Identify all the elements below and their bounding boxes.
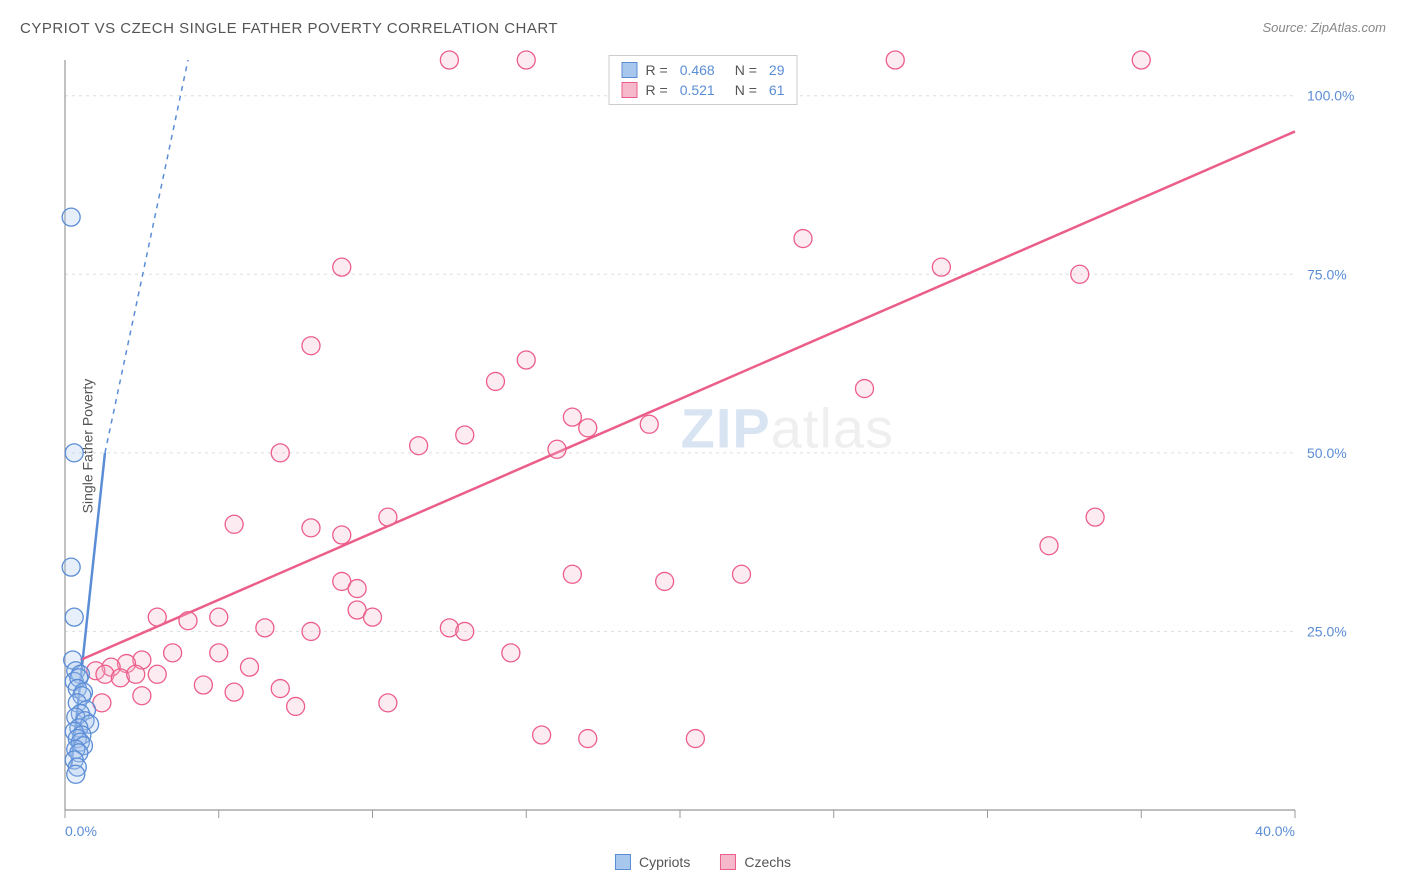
- cypriots-n-value: 29: [769, 62, 785, 78]
- series-legend: Cypriots Czechs: [615, 854, 791, 870]
- svg-text:75.0%: 75.0%: [1307, 266, 1347, 282]
- correlation-legend: R = 0.468 N = 29 R = 0.521 N = 61: [609, 55, 798, 105]
- svg-text:40.0%: 40.0%: [1255, 823, 1295, 839]
- legend-item-cypriots: Cypriots: [615, 854, 690, 870]
- svg-text:0.0%: 0.0%: [65, 823, 97, 839]
- czechs-r-value: 0.521: [680, 82, 715, 98]
- legend-row-cypriots: R = 0.468 N = 29: [610, 60, 797, 80]
- chart-area: 25.0% 50.0% 75.0% 100.0% 0.0% 40.0%: [55, 50, 1366, 852]
- czechs-n-value: 61: [769, 82, 785, 98]
- czechs-swatch-icon: [720, 854, 736, 870]
- cypriots-swatch-icon: [615, 854, 631, 870]
- legend-item-czechs: Czechs: [720, 854, 791, 870]
- czechs-swatch-icon: [622, 82, 638, 98]
- scatter-chart-svg: 25.0% 50.0% 75.0% 100.0% 0.0% 40.0%: [55, 50, 1365, 850]
- svg-text:50.0%: 50.0%: [1307, 445, 1347, 461]
- chart-title: CYPRIOT VS CZECH SINGLE FATHER POVERTY C…: [20, 20, 558, 37]
- svg-text:100.0%: 100.0%: [1307, 88, 1354, 104]
- cypriots-swatch-icon: [622, 62, 638, 78]
- svg-text:25.0%: 25.0%: [1307, 623, 1347, 639]
- legend-row-czechs: R = 0.521 N = 61: [610, 80, 797, 100]
- source-attribution: Source: ZipAtlas.com: [1262, 20, 1386, 35]
- cypriots-r-value: 0.468: [680, 62, 715, 78]
